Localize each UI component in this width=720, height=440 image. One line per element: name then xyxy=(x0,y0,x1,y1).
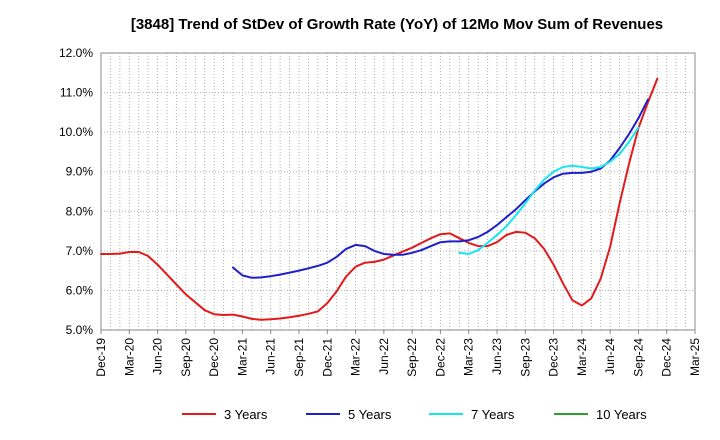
x-tick-label: Jun-24 xyxy=(603,338,617,375)
grid xyxy=(101,53,695,330)
x-tick-label: Sep-21 xyxy=(292,338,306,377)
x-tick-label: Mar-21 xyxy=(235,338,249,376)
y-tick-label: 7.0% xyxy=(66,244,94,258)
x-tick-label: Sep-20 xyxy=(179,338,193,377)
x-tick-label: Dec-24 xyxy=(660,338,674,377)
plot-frame xyxy=(100,52,696,331)
y-tick-label: 6.0% xyxy=(66,283,94,297)
series-lines xyxy=(100,77,659,321)
legend-label: 7 Years xyxy=(471,407,515,422)
x-tick-label: Dec-23 xyxy=(547,338,561,377)
x-tick-label: Mar-24 xyxy=(575,338,589,376)
chart-title: [3848] Trend of StDev of Growth Rate (Yo… xyxy=(131,16,663,33)
x-tick-label: Jun-22 xyxy=(377,338,391,375)
x-tick-label: Dec-20 xyxy=(207,338,221,377)
x-tick-label: Sep-23 xyxy=(518,338,532,377)
series-line-3-years xyxy=(100,77,659,321)
x-tick-label: Dec-19 xyxy=(94,338,108,377)
legend-label: 10 Years xyxy=(596,407,647,422)
y-tick-label: 11.0% xyxy=(60,86,93,100)
x-tick-label: Dec-21 xyxy=(320,338,334,377)
x-tick-label: Mar-22 xyxy=(349,338,363,376)
legend-label: 3 Years xyxy=(224,407,268,422)
y-tick-label: 8.0% xyxy=(66,204,94,218)
y-tick-label: 10.0% xyxy=(59,125,93,139)
legend: 3 Years 5 Years 7 Years 10 Years xyxy=(182,407,647,422)
x-tick-label: Sep-22 xyxy=(405,338,419,377)
x-axis: Dec-19 Mar-20 Jun-20 Sep-20 Dec-20 Mar-21 Jun-… xyxy=(94,330,702,377)
x-tick-label: Mar-20 xyxy=(122,338,136,376)
series-line-5-years xyxy=(232,98,649,279)
x-tick-label: Jun-23 xyxy=(490,338,504,375)
legend-label: 5 Years xyxy=(348,407,392,422)
y-tick-label: 9.0% xyxy=(66,165,94,179)
x-tick-label: Sep-24 xyxy=(631,338,645,377)
series-line-7-years xyxy=(458,126,640,255)
x-tick-label: Jun-21 xyxy=(264,338,278,375)
y-tick-label: 12.0% xyxy=(59,46,93,60)
y-tick-label: 5.0% xyxy=(66,323,94,337)
x-tick-label: Mar-23 xyxy=(462,338,476,376)
x-tick-label: Dec-22 xyxy=(433,338,447,377)
x-tick-label: Jun-20 xyxy=(151,338,165,375)
x-tick-label: Mar-25 xyxy=(688,338,702,376)
y-axis: 5.0% 6.0% 7.0% 8.0% 9.0% 10.0% 11.0% 12.0% xyxy=(59,46,93,337)
